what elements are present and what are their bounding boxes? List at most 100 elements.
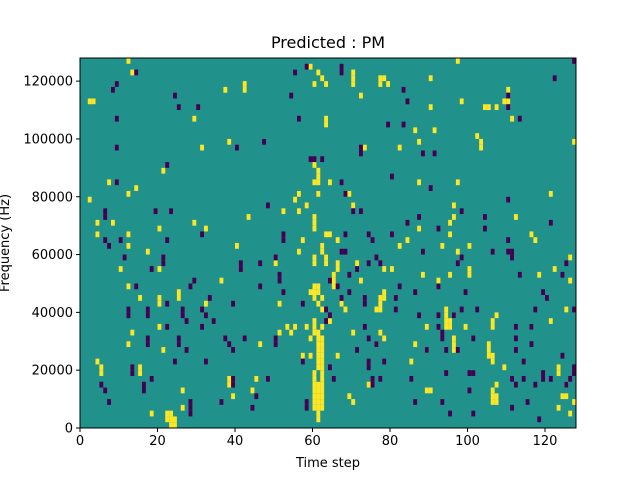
- heatmap-cell-high: [432, 127, 437, 134]
- heatmap-cell-low: [273, 341, 278, 348]
- heatmap-cell-high: [331, 283, 336, 290]
- heatmap-cell-high: [99, 364, 104, 371]
- heatmap-cell-low: [328, 312, 332, 319]
- y-tick-label: 40000: [32, 306, 73, 321]
- heatmap-cell-low: [564, 381, 569, 388]
- heatmap-cell-low: [483, 225, 487, 232]
- heatmap-cell-high: [533, 237, 538, 243]
- heatmap-cell-low: [366, 231, 371, 238]
- heatmap-cell-low: [103, 208, 108, 215]
- heatmap-cell-high: [444, 318, 449, 324]
- heatmap-cell-high: [374, 306, 379, 313]
- heatmap-cell-high: [328, 231, 332, 238]
- heatmap-cell-low: [572, 370, 577, 376]
- heatmap-cell-low: [103, 387, 108, 394]
- heatmap-cell-high: [382, 266, 387, 272]
- heatmap-cell-low: [452, 312, 456, 319]
- heatmap-cell-low: [506, 196, 511, 203]
- heatmap-cell-low: [227, 341, 232, 348]
- heatmap-cell-low: [173, 358, 177, 365]
- heatmap-cell-high: [490, 393, 495, 400]
- heatmap-cell-low: [548, 375, 553, 382]
- heatmap-cell-low: [335, 283, 340, 290]
- heatmap-cell-high: [304, 323, 309, 330]
- heatmap-cell-high: [192, 115, 197, 122]
- heatmap-cell-low: [409, 375, 414, 382]
- heatmap-cell-high: [312, 404, 317, 411]
- heatmap-cell-low: [343, 231, 348, 238]
- heatmap-cell-low: [374, 254, 379, 261]
- heatmap-cell-high: [421, 271, 425, 278]
- heatmap-cell-low: [417, 312, 422, 319]
- heatmap-cell-high: [556, 364, 561, 371]
- heatmap-cell-low: [440, 335, 445, 342]
- heatmap-cell-low: [459, 306, 464, 313]
- chart-title: Predicted : PM: [271, 33, 385, 52]
- heatmap-cell-low: [149, 266, 154, 272]
- heatmap-cell-high: [355, 260, 360, 267]
- heatmap-cell-high: [192, 219, 197, 226]
- heatmap-cell-high: [126, 243, 131, 249]
- heatmap-cell-high: [378, 329, 383, 336]
- heatmap-cell-high: [413, 341, 418, 348]
- y-axis-label: Frequency (Hz): [0, 194, 13, 292]
- heatmap-cell-low: [347, 271, 352, 278]
- heatmap-cell-high: [165, 416, 170, 423]
- heatmap-cell-high: [490, 323, 495, 330]
- heatmap-cell-high: [382, 289, 387, 296]
- heatmap-cell-low: [200, 231, 205, 238]
- heatmap-cell-high: [448, 323, 453, 330]
- heatmap-cell-high: [111, 219, 115, 226]
- heatmap-cell-low: [180, 312, 185, 319]
- heatmap-cell-high: [494, 381, 499, 388]
- heatmap-cell-high: [502, 98, 507, 105]
- heatmap-cell-high: [157, 225, 162, 232]
- heatmap-cell-low: [134, 283, 139, 290]
- heatmap-cell-high: [463, 323, 468, 330]
- heatmap-cell-high: [316, 358, 321, 365]
- heatmap-cell-high: [169, 410, 174, 417]
- heatmap-cell-high: [552, 266, 557, 272]
- heatmap-cell-high: [316, 393, 321, 400]
- heatmap-cell-high: [169, 416, 174, 423]
- heatmap-cell-low: [471, 370, 476, 376]
- heatmap-cell-high: [320, 387, 325, 394]
- heatmap-cell-low: [238, 260, 243, 267]
- heatmap-cell-low: [331, 375, 336, 382]
- heatmap-cell-high: [304, 202, 309, 209]
- heatmap-cell-low: [362, 323, 367, 330]
- heatmap-cell-high: [320, 370, 325, 376]
- heatmap-cell-high: [134, 185, 139, 191]
- heatmap-cell-low: [312, 156, 317, 163]
- heatmap-cell-low: [130, 364, 135, 371]
- heatmap-cell-high: [300, 237, 305, 243]
- heatmap-cell-high: [165, 410, 170, 417]
- heatmap-cell-low: [328, 277, 332, 284]
- heatmap-cell-high: [351, 75, 356, 82]
- heatmap-cell-high: [312, 399, 317, 405]
- heatmap-cells: [87, 58, 577, 428]
- heatmap-cell-low: [145, 312, 150, 319]
- heatmap-cell-low: [397, 283, 402, 290]
- heatmap-cell-high: [95, 219, 100, 226]
- heatmap-cell-high: [312, 318, 317, 324]
- heatmap-cell-high: [486, 341, 491, 348]
- heatmap-cell-low: [506, 92, 511, 99]
- heatmap-cell-low: [145, 335, 150, 342]
- heatmap-cell-low: [529, 323, 534, 330]
- heatmap-cell-high: [316, 381, 321, 388]
- heatmap-cell-low: [506, 104, 511, 111]
- heatmap-cell-low: [238, 266, 243, 272]
- heatmap-cell-high: [494, 104, 499, 111]
- heatmap-cell-low: [130, 370, 135, 376]
- heatmap-cell-high: [316, 364, 321, 371]
- heatmap-cell-low: [126, 312, 131, 319]
- heatmap-cell-high: [560, 393, 565, 400]
- heatmap-cell-high: [572, 399, 577, 405]
- heatmap-cell-low: [483, 214, 487, 220]
- heatmap-cell-low: [328, 364, 332, 371]
- heatmap-cell-high: [397, 243, 402, 249]
- heatmap-cell-high: [312, 162, 317, 168]
- heatmap-cell-high: [502, 364, 507, 371]
- heatmap-cell-low: [374, 341, 379, 348]
